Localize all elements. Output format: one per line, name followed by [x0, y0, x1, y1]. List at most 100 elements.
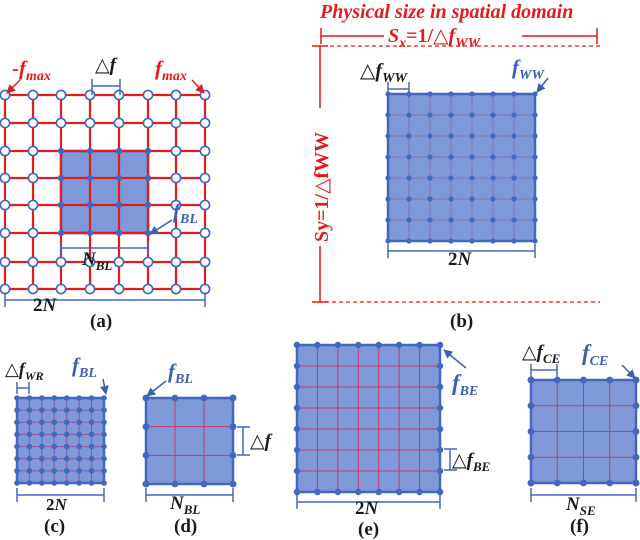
- sample-node: [632, 402, 640, 410]
- frequency-node: [0, 227, 11, 239]
- panel-a-caption: (a): [90, 311, 112, 332]
- frequency-node: [199, 117, 211, 129]
- frequency-node: [170, 172, 182, 184]
- panel-d-nbl-label: NBL: [169, 493, 200, 517]
- sample-node: [490, 112, 496, 118]
- sample-node: [39, 395, 45, 401]
- sample-node: [527, 453, 535, 461]
- bl-sample-node: [86, 147, 94, 155]
- frequency-node: [84, 256, 96, 268]
- panel-c-2n-label: 2N: [46, 495, 68, 514]
- frequency-node: [0, 117, 11, 129]
- sample-node: [76, 443, 82, 450]
- sx-label-mask: [384, 24, 522, 46]
- sample-node: [76, 468, 82, 474]
- sample-node: [532, 154, 538, 160]
- sample-node: [395, 488, 403, 496]
- sample-node: [14, 480, 20, 486]
- frequency-node: [199, 227, 211, 239]
- sample-node: [14, 419, 20, 426]
- panel-d-fbl-arrow: [146, 380, 167, 397]
- sample-node: [101, 455, 107, 462]
- frequency-node: [199, 199, 211, 211]
- sample-node: [448, 133, 454, 139]
- sample-node: [511, 154, 517, 160]
- sx-label: Sx=1/△fWW: [388, 25, 482, 51]
- sample-node: [406, 154, 412, 160]
- panel-b-caption: (b): [450, 311, 473, 332]
- sample-node: [406, 112, 412, 118]
- sample-node: [448, 91, 454, 97]
- frequency-node: [27, 227, 39, 239]
- sample-node: [39, 468, 45, 474]
- bl-sample-node: [57, 201, 65, 209]
- sample-node: [532, 238, 538, 244]
- sample-node: [490, 217, 496, 223]
- sample-node: [427, 217, 433, 223]
- sample-node: [436, 488, 444, 496]
- sample-node: [469, 91, 475, 97]
- sample-node: [229, 423, 237, 431]
- sample-node: [511, 238, 517, 244]
- panel-c-caption: (c): [44, 516, 65, 537]
- sample-node: [63, 419, 70, 426]
- sample-node: [511, 217, 517, 223]
- sample-node: [469, 217, 475, 223]
- bl-sample-node: [144, 174, 152, 182]
- panel-f-fce-arrow: [621, 364, 636, 379]
- frequency-node: [113, 117, 125, 129]
- sample-node: [101, 407, 107, 413]
- frequency-node: [142, 117, 154, 129]
- sample-node: [406, 133, 412, 139]
- sy-label-mask: [309, 108, 331, 246]
- frequency-node: [199, 256, 211, 268]
- sample-node: [511, 91, 517, 97]
- panel-c-delta-fwr-label: △fWR: [5, 359, 44, 383]
- sample-node: [293, 467, 301, 475]
- sample-node: [51, 407, 58, 413]
- frequency-node: [27, 283, 39, 295]
- panel-a-fbl-label: fBL: [173, 199, 198, 227]
- sample-node: [63, 468, 70, 474]
- sample-node: [427, 175, 433, 181]
- frequency-node: [170, 227, 182, 239]
- frequency-node: [113, 89, 125, 101]
- frequency-node: [170, 89, 182, 101]
- frequency-node: [170, 199, 182, 211]
- frequency-node: [27, 256, 39, 268]
- sample-node: [436, 383, 444, 391]
- panel-b-fww-label: fWW: [512, 55, 545, 83]
- panel-b-2n-label: 2N: [448, 249, 473, 270]
- panel-c-fbl-arrow: [99, 378, 109, 395]
- sample-node: [76, 419, 82, 426]
- sample-node: [355, 488, 362, 496]
- sample-node: [395, 341, 403, 349]
- sample-node: [51, 431, 58, 438]
- sample-node: [142, 451, 150, 459]
- panel-f-caption: (f): [570, 516, 589, 537]
- sample-node: [14, 455, 20, 462]
- frequency-node: [142, 283, 154, 295]
- sample-node: [436, 446, 444, 454]
- sample-node: [334, 488, 342, 496]
- sample-node: [63, 480, 70, 486]
- panel-d-fbl-label: fBL: [168, 359, 193, 387]
- sample-node: [26, 455, 33, 462]
- sample-node: [606, 376, 614, 384]
- panel-d-blue-region: [144, 396, 235, 486]
- frequency-node: [0, 145, 11, 157]
- sample-node: [490, 154, 496, 160]
- frequency-node: [0, 199, 11, 211]
- panel-c-sample-grid: [14, 395, 107, 486]
- sample-node: [527, 376, 535, 384]
- sample-node: [469, 154, 475, 160]
- sample-node: [553, 376, 561, 384]
- sample-node: [229, 451, 237, 459]
- panel-e-2n-label: 2N: [355, 498, 380, 519]
- frequency-node: [84, 89, 96, 101]
- sample-node: [427, 238, 433, 244]
- sample-node: [26, 431, 33, 438]
- sample-node: [39, 455, 45, 462]
- sample-node: [14, 431, 20, 438]
